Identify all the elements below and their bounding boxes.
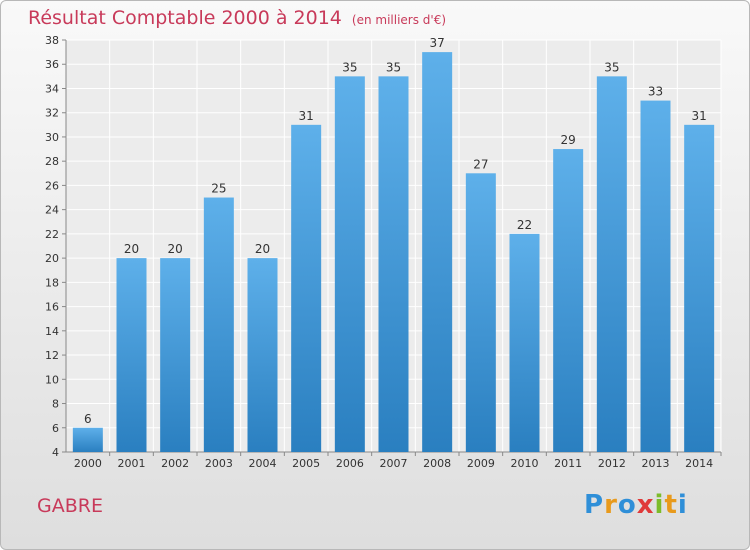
x-tick-label: 2003 bbox=[205, 457, 233, 470]
bar-2004 bbox=[247, 258, 278, 452]
y-tick-label: 28 bbox=[45, 155, 59, 168]
x-tick-label: 2011 bbox=[554, 457, 582, 470]
commune-name: GABRE bbox=[37, 495, 103, 517]
x-tick-label: 2013 bbox=[642, 457, 670, 470]
bar-2012 bbox=[596, 76, 627, 453]
bar-2013 bbox=[640, 100, 671, 453]
y-tick-label: 14 bbox=[45, 325, 59, 338]
x-tick-label: 2008 bbox=[423, 457, 451, 470]
bar-2002 bbox=[160, 258, 191, 452]
x-tick-label: 2006 bbox=[336, 457, 364, 470]
y-tick-label: 6 bbox=[52, 422, 59, 435]
data-label-2014: 31 bbox=[692, 109, 707, 123]
data-label-2013: 33 bbox=[648, 85, 663, 99]
y-tick-label: 24 bbox=[45, 204, 59, 217]
x-tick-label: 2010 bbox=[511, 457, 539, 470]
y-tick-label: 20 bbox=[45, 252, 59, 265]
data-label-2004: 20 bbox=[255, 242, 270, 256]
y-tick-label: 38 bbox=[45, 34, 59, 47]
y-tick-label: 32 bbox=[45, 107, 59, 120]
y-tick-label: 22 bbox=[45, 228, 59, 241]
data-label-2009: 27 bbox=[473, 157, 488, 171]
bar-2001 bbox=[116, 258, 147, 452]
y-tick-label: 30 bbox=[45, 131, 59, 144]
x-tick-label: 2009 bbox=[467, 457, 495, 470]
y-tick-label: 36 bbox=[45, 58, 59, 71]
bar-2009 bbox=[465, 173, 496, 452]
y-tick-label: 16 bbox=[45, 301, 59, 314]
data-label-2000: 6 bbox=[84, 412, 92, 426]
bar-2006 bbox=[334, 76, 365, 453]
logo-letter: x bbox=[636, 490, 655, 520]
data-label-2008: 37 bbox=[430, 36, 445, 50]
y-tick-label: 34 bbox=[45, 82, 59, 95]
chart-subtitle: (en milliers d'€) bbox=[351, 13, 447, 27]
logo-letter: i bbox=[677, 490, 688, 520]
x-tick-label: 2004 bbox=[249, 457, 277, 470]
data-labels: 6 20 20 25 20 31 35 35 37 27 22 29 35 33 31 bbox=[84, 36, 707, 426]
bars bbox=[72, 52, 715, 453]
chart-title: Résultat Comptable 2000 à 2014 (en millie… bbox=[28, 7, 446, 29]
data-label-2006: 35 bbox=[342, 60, 357, 74]
x-tick-label: 2007 bbox=[380, 457, 408, 470]
bar-2007 bbox=[378, 76, 409, 453]
bar-2014 bbox=[684, 124, 715, 452]
data-label-2010: 22 bbox=[517, 218, 532, 232]
bar-2011 bbox=[553, 149, 584, 452]
y-tick-label: 18 bbox=[45, 276, 59, 289]
logo-letter: i bbox=[654, 490, 665, 520]
bar-2003 bbox=[203, 197, 234, 452]
axes: 4 6 8 10 12 14 16 18 20 22 24 26 28 30 32 34 36 38 2000 200… bbox=[45, 34, 722, 470]
x-tick-label: 2002 bbox=[161, 457, 189, 470]
data-label-2002: 20 bbox=[168, 242, 183, 256]
bar-2010 bbox=[509, 233, 540, 452]
logo-letter: P bbox=[584, 490, 605, 520]
data-label-2001: 20 bbox=[124, 242, 139, 256]
proxiti-logo: Proxiti bbox=[584, 490, 688, 520]
x-tick-label: 2000 bbox=[74, 457, 102, 470]
y-tick-label: 8 bbox=[52, 398, 59, 411]
bar-2008 bbox=[422, 52, 453, 452]
y-tick-label: 4 bbox=[52, 446, 59, 459]
data-label-2003: 25 bbox=[211, 182, 226, 196]
x-tick-label: 2001 bbox=[118, 457, 146, 470]
data-label-2007: 35 bbox=[386, 60, 401, 74]
bar-2005 bbox=[291, 124, 322, 452]
data-label-2005: 31 bbox=[299, 109, 314, 123]
bar-2000 bbox=[72, 427, 103, 452]
logo-letter: r bbox=[604, 490, 618, 520]
y-tick-label: 26 bbox=[45, 179, 59, 192]
logo-letter: t bbox=[664, 490, 678, 520]
x-tick-label: 2005 bbox=[292, 457, 320, 470]
logo-letter: o bbox=[617, 490, 637, 520]
y-tick-label: 12 bbox=[45, 349, 59, 362]
chart-title-text: Résultat Comptable 2000 à 2014 bbox=[28, 7, 342, 29]
x-tick-label: 2012 bbox=[598, 457, 626, 470]
data-label-2012: 35 bbox=[604, 60, 619, 74]
y-tick-label: 10 bbox=[45, 373, 59, 386]
x-tick-label: 2014 bbox=[685, 457, 713, 470]
data-label-2011: 29 bbox=[561, 133, 576, 147]
